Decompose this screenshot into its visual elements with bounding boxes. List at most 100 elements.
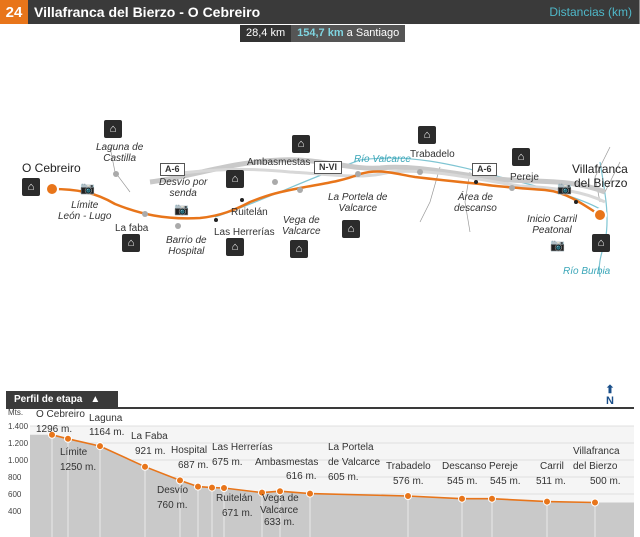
stage-header: 24 Villafranca del Bierzo - O Cebreiro D… xyxy=(0,0,640,222)
lodging-icon[interactable]: ⌂ xyxy=(292,135,310,153)
route-map[interactable]: O Cebreiro Villafranca del Bierzo Laguna… xyxy=(0,42,640,407)
profile-label-villafranca-2: del Bierzo xyxy=(573,461,618,472)
stream-2 xyxy=(604,161,621,193)
profile-label-trabadelo: Trabadelo xyxy=(386,461,431,472)
lodging-icon[interactable]: ⌂ xyxy=(512,148,530,166)
stage-distance: 28,4 km xyxy=(240,25,292,42)
lodging-icon[interactable]: ⌂ xyxy=(104,120,122,138)
lodging-icon[interactable]: ⌂ xyxy=(418,126,436,144)
profile-label-vega-1: Vega de xyxy=(262,493,299,504)
town-dot-ruitelan xyxy=(240,198,244,202)
stage-title: Villafranca del Bierzo - O Cebreiro xyxy=(34,4,261,20)
label-limite: Límite León - Lugo xyxy=(58,200,111,222)
profile-label-laguna: Laguna xyxy=(89,413,123,424)
y-unit: Mts. xyxy=(8,408,24,417)
profile-elev-la-faba: 921 m. xyxy=(135,446,166,457)
label-ruitelan: Ruitelán xyxy=(231,207,268,218)
y-tick: 800 xyxy=(8,473,22,482)
profile-elev-herrerias: 675 m. xyxy=(212,457,243,468)
label-laguna: Laguna de Castilla xyxy=(96,142,143,164)
camera-icon[interactable]: 📷 xyxy=(80,181,95,195)
profile-points xyxy=(48,430,599,537)
label-villafranca: Villafranca xyxy=(572,162,628,176)
label-desvio-2: senda xyxy=(169,188,197,199)
profile-point xyxy=(488,494,496,503)
lodging-icon[interactable]: ⌂ xyxy=(342,220,360,238)
distance-box: 28,4 km 154,7 km a Santiago xyxy=(240,25,406,42)
lodging-icon[interactable]: ⌂ xyxy=(122,234,140,252)
label-desvio-1: Desvío por xyxy=(159,177,208,188)
label-vega-2: Valcarce xyxy=(282,226,321,237)
profile-point xyxy=(591,498,599,507)
lodging-icon[interactable]: ⌂ xyxy=(226,238,244,256)
end-marker xyxy=(593,208,607,222)
mountain-icon: ▲ xyxy=(90,393,101,405)
profile-elev-trabadelo: 576 m. xyxy=(393,476,424,487)
profile-label-portela-1: La Portela xyxy=(328,442,374,453)
label-portela: La Portela de Valcarce xyxy=(328,192,388,214)
profile-label-carril: Carril xyxy=(540,461,564,472)
camera-icon[interactable]: 📷 xyxy=(174,202,189,216)
label-pereje: Pereje xyxy=(510,172,539,183)
label-area: Área de descanso xyxy=(454,192,497,214)
profile-tab[interactable]: Perfil de etapa ▲ xyxy=(6,391,118,407)
profile-elev-vega: 633 m. xyxy=(264,517,295,528)
profile-elev-ruitelan: 671 m. xyxy=(222,508,253,519)
label-trabadelo: Trabadelo xyxy=(410,149,455,160)
road-label-a6-left: A-6 xyxy=(160,163,185,176)
label-carril-2: Peatonal xyxy=(532,225,572,236)
camera-icon[interactable]: 📷 xyxy=(557,181,572,195)
town-dot-ambasmestas xyxy=(272,179,278,185)
profile-label-descanso: Descanso xyxy=(442,461,487,472)
profile-point xyxy=(141,462,149,471)
label-laguna-1: Laguna de xyxy=(96,142,144,153)
start-marker xyxy=(45,182,59,196)
y-tick: 400 xyxy=(8,507,22,516)
label-o-cebreiro: O Cebreiro xyxy=(22,161,81,175)
label-area-2: descanso xyxy=(454,203,497,214)
profile-line xyxy=(51,434,596,504)
distances-button[interactable]: Distancias (km) xyxy=(542,0,640,24)
label-limite-2: León - Lugo xyxy=(58,211,112,222)
label-desvio: Desvío por senda xyxy=(159,177,207,199)
profile-divider xyxy=(6,407,634,409)
lodging-icon[interactable]: ⌂ xyxy=(290,240,308,258)
y-tick: 1.000 xyxy=(8,456,29,465)
location-map-button[interactable]: Mapa de situación xyxy=(7,207,105,222)
profile-point xyxy=(543,497,551,506)
profile-svg xyxy=(30,425,634,537)
label-carril: Inicio Carril Peatonal xyxy=(527,214,577,236)
profile-label-desvio: Desvío xyxy=(157,485,189,496)
label-laguna-2: Castilla xyxy=(103,153,137,164)
profile-elev-o-cebreiro: 1296 m. xyxy=(36,424,73,435)
road-label-nvi: N-VI xyxy=(314,161,342,174)
camera-icon[interactable]: 📷 xyxy=(550,238,565,252)
label-barrio-1: Barrio de xyxy=(166,235,207,246)
elevation-profile: Mts. 1.400 1.200 1.000 800 600 400 O Ceb… xyxy=(0,409,640,537)
profile-point xyxy=(48,430,56,439)
town-dot-carril xyxy=(574,200,578,204)
label-vega-1: Vega de xyxy=(282,215,320,226)
profile-point xyxy=(276,487,284,496)
label-area-1: Área de xyxy=(457,192,493,203)
profile-elev-laguna: 1164 m. xyxy=(89,427,125,438)
profile-label-limite: Límite xyxy=(60,447,88,458)
profile-elev-ambasmestas: 616 m. xyxy=(286,471,317,482)
label-river-burbia: Río Burbia xyxy=(563,266,611,277)
y-tick: 600 xyxy=(8,490,22,499)
lodging-icon[interactable]: ⌂ xyxy=(226,170,244,188)
profile-label-ambasmestas: Ambasmestas xyxy=(255,457,319,468)
label-barrio: Barrio de Hospital xyxy=(166,235,207,257)
town-dot-trabadelo xyxy=(417,169,423,175)
label-portela-2: Valcarce xyxy=(338,203,378,214)
lodging-icon[interactable]: ⌂ xyxy=(592,234,610,252)
profile-elev-pereje: 545 m. xyxy=(490,476,521,487)
profile-elev-portela: 605 m. xyxy=(328,472,359,483)
label-barrio-2: Hospital xyxy=(168,246,205,257)
town-dot-pereje xyxy=(509,185,515,191)
route-map-svg xyxy=(45,146,621,278)
profile-point xyxy=(220,484,228,492)
stage-number: 24 xyxy=(0,0,28,24)
lodging-icon[interactable]: ⌂ xyxy=(22,178,40,196)
town-dot-area xyxy=(474,180,478,184)
